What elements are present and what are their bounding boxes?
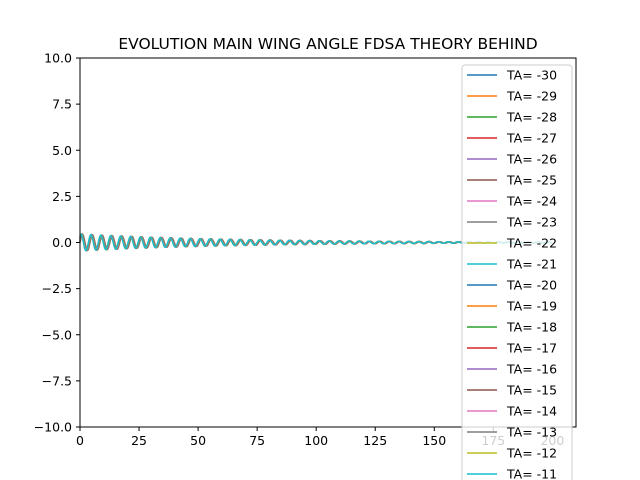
x-tick-label: 50	[190, 433, 206, 448]
x-tick-label: 125	[363, 433, 387, 448]
legend-label: TA= -16	[506, 362, 557, 377]
y-tick-label: 10.0	[44, 51, 72, 66]
legend-label: TA= -20	[506, 278, 557, 293]
legend-label: TA= -22	[506, 236, 557, 251]
legend-label: TA= -21	[506, 257, 557, 272]
legend-label: TA= -13	[506, 425, 557, 440]
legend-label: TA= -19	[506, 299, 557, 314]
y-tick-label: 0.0	[52, 235, 72, 250]
legend-label: TA= -25	[506, 173, 557, 188]
legend-label: TA= -27	[506, 131, 557, 146]
legend-label: TA= -11	[506, 467, 557, 480]
legend-label: TA= -29	[506, 89, 557, 104]
legend-label: TA= -12	[506, 446, 557, 461]
legend-label: TA= -17	[506, 341, 557, 356]
x-tick-label: 100	[304, 433, 328, 448]
x-tick-label: 150	[422, 433, 446, 448]
y-axis: 10.0 7.5 5.0 2.5 0.0 −2.5 −5.0 −7.5 −10.0	[34, 51, 80, 435]
legend-label: TA= -30	[506, 68, 557, 83]
legend-label: TA= -18	[506, 320, 557, 335]
legend-label: TA= -23	[506, 215, 557, 230]
y-tick-label: −2.5	[42, 281, 72, 296]
x-tick-label: 0	[76, 433, 84, 448]
legend-box	[461, 64, 573, 480]
legend-label: TA= -28	[506, 110, 557, 125]
legend-label: TA= -24	[506, 194, 557, 209]
x-tick-label: 25	[131, 433, 147, 448]
legend-label: TA= -26	[506, 152, 557, 167]
y-tick-label: 5.0	[52, 143, 72, 158]
chart-title: EVOLUTION MAIN WING ANGLE FDSA THEORY BE…	[118, 35, 537, 53]
y-tick-label: −5.0	[42, 327, 72, 342]
legend-label: TA= -14	[506, 404, 557, 419]
y-tick-label: 2.5	[52, 189, 72, 204]
legend-label: TA= -15	[506, 383, 557, 398]
y-tick-label: −7.5	[42, 373, 72, 388]
y-tick-label: 7.5	[52, 97, 72, 112]
legend: TA= -30 TA= -29 TA= -28 TA= -27 TA= -26 TA= -…	[461, 64, 573, 480]
x-tick-label: 75	[249, 433, 265, 448]
y-tick-label: −10.0	[34, 420, 72, 435]
